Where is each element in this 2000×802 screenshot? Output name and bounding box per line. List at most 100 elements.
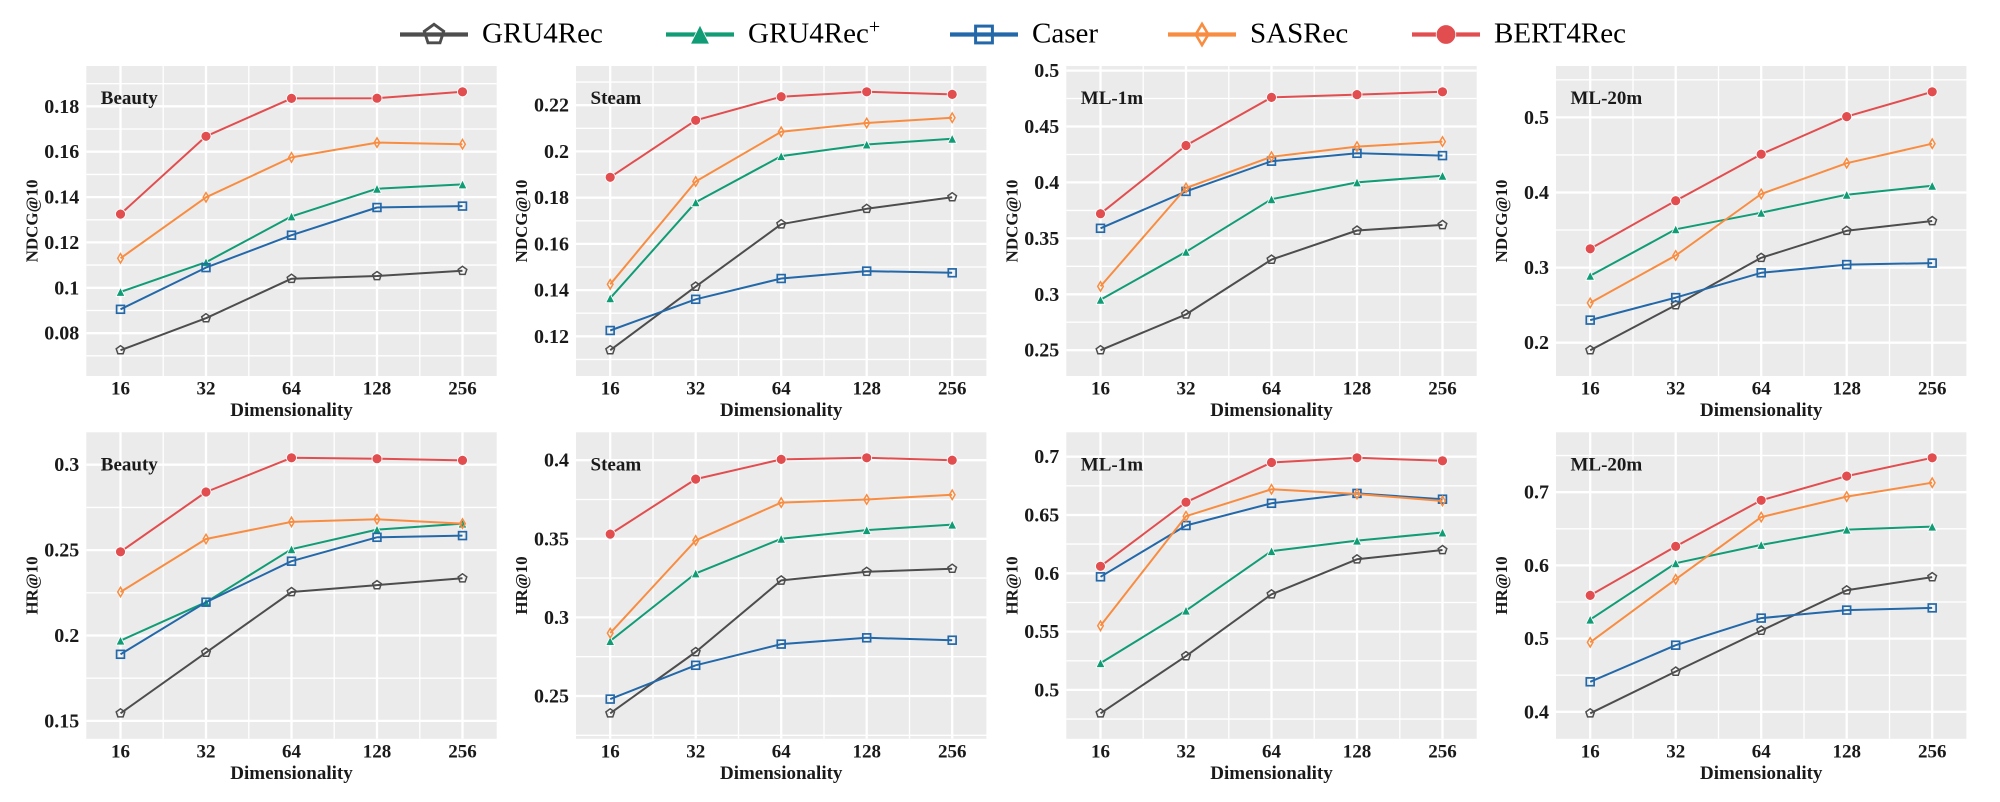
svg-text:0.4: 0.4 [1524, 182, 1549, 204]
svg-text:0.16: 0.16 [44, 141, 79, 163]
svg-text:128: 128 [1343, 379, 1372, 400]
svg-text:0.25: 0.25 [44, 540, 79, 562]
svg-text:64: 64 [1262, 741, 1282, 762]
svg-text:0.3: 0.3 [544, 607, 569, 629]
svg-text:16: 16 [601, 379, 620, 400]
svg-text:0.22: 0.22 [534, 95, 569, 117]
svg-text:0.6: 0.6 [1034, 563, 1059, 585]
svg-text:64: 64 [282, 741, 302, 762]
svg-text:Beauty: Beauty [101, 88, 159, 109]
svg-text:256: 256 [938, 741, 967, 762]
svg-text:256: 256 [1428, 379, 1457, 400]
svg-text:Dimensionality: Dimensionality [720, 763, 843, 784]
svg-text:Steam: Steam [591, 88, 642, 109]
svg-text:0.2: 0.2 [54, 625, 79, 647]
svg-text:Beauty: Beauty [101, 454, 159, 475]
svg-text:0.3: 0.3 [54, 454, 79, 476]
svg-text:16: 16 [1581, 379, 1600, 400]
svg-text:256: 256 [938, 379, 967, 400]
svg-text:0.5: 0.5 [1524, 628, 1549, 650]
svg-text:64: 64 [772, 379, 792, 400]
svg-text:32: 32 [197, 741, 216, 762]
svg-text:ML-20m: ML-20m [1571, 88, 1643, 109]
svg-text:64: 64 [1752, 741, 1772, 762]
svg-text:0.5: 0.5 [1034, 679, 1059, 701]
svg-text:HR@10: HR@10 [1002, 556, 1021, 614]
svg-text:32: 32 [1177, 379, 1196, 400]
svg-text:0.3: 0.3 [1034, 284, 1059, 306]
svg-text:NDCG@10: NDCG@10 [512, 180, 531, 263]
svg-text:32: 32 [1666, 741, 1685, 762]
svg-text:32: 32 [1177, 741, 1196, 762]
svg-text:Dimensionality: Dimensionality [230, 400, 353, 421]
svg-text:16: 16 [1581, 741, 1600, 762]
svg-text:0.18: 0.18 [534, 187, 569, 209]
svg-text:256: 256 [448, 741, 477, 762]
svg-text:0.45: 0.45 [1024, 116, 1059, 138]
svg-text:0.35: 0.35 [534, 528, 569, 550]
svg-text:0.5: 0.5 [1524, 107, 1549, 129]
svg-text:128: 128 [1832, 741, 1861, 762]
svg-text:16: 16 [1091, 379, 1110, 400]
svg-text:0.15: 0.15 [44, 710, 79, 732]
svg-text:NDCG@10: NDCG@10 [1492, 180, 1511, 263]
svg-text:64: 64 [772, 741, 792, 762]
svg-text:32: 32 [686, 379, 705, 400]
svg-text:0.4: 0.4 [1524, 701, 1549, 723]
svg-text:128: 128 [1343, 741, 1372, 762]
svg-text:0.7: 0.7 [1524, 482, 1549, 504]
svg-text:0.14: 0.14 [534, 280, 569, 302]
svg-text:64: 64 [1262, 379, 1282, 400]
svg-text:0.4: 0.4 [1034, 172, 1059, 194]
svg-text:128: 128 [363, 741, 392, 762]
svg-text:0.2: 0.2 [1524, 332, 1549, 354]
svg-text:0.14: 0.14 [44, 187, 79, 209]
svg-text:Caser: Caser [1032, 18, 1098, 50]
svg-text:0.65: 0.65 [1024, 505, 1059, 527]
svg-text:32: 32 [686, 741, 705, 762]
svg-text:0.1: 0.1 [54, 277, 79, 299]
svg-text:128: 128 [852, 741, 881, 762]
svg-text:256: 256 [1918, 379, 1947, 400]
svg-text:GRU4Rec: GRU4Rec [482, 18, 603, 50]
svg-text:0.5: 0.5 [1034, 60, 1059, 82]
svg-text:0.18: 0.18 [44, 96, 79, 118]
svg-text:NDCG@10: NDCG@10 [1002, 180, 1021, 263]
svg-text:32: 32 [197, 379, 216, 400]
svg-text:Dimensionality: Dimensionality [230, 763, 353, 784]
svg-text:64: 64 [1752, 379, 1772, 400]
svg-text:NDCG@10: NDCG@10 [22, 180, 41, 263]
svg-text:HR@10: HR@10 [22, 556, 41, 614]
svg-text:ML-1m: ML-1m [1081, 88, 1143, 109]
svg-text:GRU4Rec+: GRU4Rec+ [748, 16, 880, 50]
svg-text:256: 256 [448, 379, 477, 400]
svg-text:16: 16 [1091, 741, 1110, 762]
svg-text:16: 16 [111, 379, 130, 400]
svg-text:256: 256 [1918, 741, 1947, 762]
svg-text:0.25: 0.25 [1024, 340, 1059, 362]
svg-text:0.25: 0.25 [534, 686, 569, 708]
svg-text:Dimensionality: Dimensionality [720, 400, 843, 421]
svg-text:16: 16 [111, 741, 130, 762]
svg-text:HR@10: HR@10 [512, 556, 531, 614]
svg-text:32: 32 [1666, 379, 1685, 400]
svg-text:0.12: 0.12 [534, 326, 569, 348]
svg-text:16: 16 [601, 741, 620, 762]
svg-text:64: 64 [282, 379, 302, 400]
svg-text:0.2: 0.2 [544, 141, 569, 163]
svg-text:BERT4Rec: BERT4Rec [1494, 18, 1626, 50]
svg-text:0.35: 0.35 [1024, 228, 1059, 250]
svg-text:0.12: 0.12 [44, 232, 79, 254]
svg-text:0.7: 0.7 [1034, 446, 1059, 468]
svg-text:0.4: 0.4 [544, 450, 569, 472]
svg-text:Dimensionality: Dimensionality [1210, 400, 1333, 421]
svg-text:Dimensionality: Dimensionality [1700, 763, 1823, 784]
svg-text:0.55: 0.55 [1024, 621, 1059, 643]
svg-text:Steam: Steam [591, 454, 642, 475]
svg-text:ML-20m: ML-20m [1571, 454, 1643, 475]
svg-text:0.08: 0.08 [44, 323, 79, 345]
svg-text:Dimensionality: Dimensionality [1210, 763, 1333, 784]
svg-text:128: 128 [1832, 379, 1861, 400]
svg-text:256: 256 [1428, 741, 1457, 762]
svg-text:HR@10: HR@10 [1492, 556, 1511, 614]
